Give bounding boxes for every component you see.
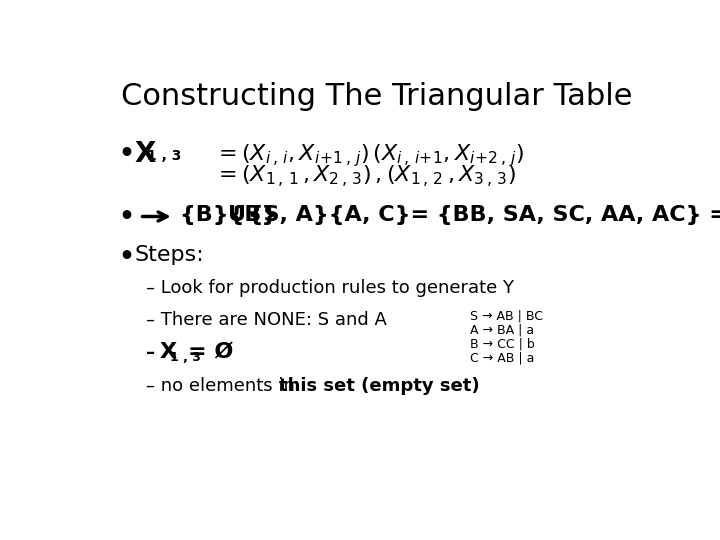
Text: S → AB | BC: S → AB | BC: [469, 309, 543, 323]
Text: $= (X_{1\,,\,1}\,,X_{2\,,\,3})\,,(X_{1\,,\,2}\,,X_{3\,,\,3})$: $= (X_{1\,,\,1}\,,X_{2\,,\,3})\,,(X_{1\,…: [214, 164, 516, 190]
Text: Steps:: Steps:: [135, 245, 204, 265]
Text: –: –: [145, 343, 161, 362]
Text: {S, A}{A, C}= {BB, SA, SC, AA, AC} = Y: {S, A}{A, C}= {BB, SA, SC, AA, AC} = Y: [240, 205, 720, 225]
Text: X: X: [160, 342, 177, 362]
Text: B → CC | b: B → CC | b: [469, 338, 534, 350]
Text: 1 , 3: 1 , 3: [148, 150, 181, 164]
Text: $= (X_{i\,,\,i},X_{i\!+\!1\,,\,j})\,(X_{i\,,\,i\!+\!1},X_{i\!+\!2\,,\,j})$: $= (X_{i\,,\,i},X_{i\!+\!1\,,\,j})\,(X_{…: [214, 142, 525, 168]
Text: A → BA | a: A → BA | a: [469, 323, 534, 336]
Text: Constructing The Triangular Table: Constructing The Triangular Table: [121, 82, 632, 111]
Text: X: X: [135, 140, 156, 168]
Text: •: •: [118, 142, 134, 166]
Text: this set (empty set): this set (empty set): [279, 377, 480, 395]
Text: – Look for production rules to generate Y: – Look for production rules to generate …: [145, 279, 514, 297]
Text: = Ø: = Ø: [188, 342, 233, 362]
Text: U: U: [228, 205, 246, 225]
Text: •: •: [118, 205, 134, 229]
Text: – no elements in: – no elements in: [145, 377, 300, 395]
Text: •: •: [118, 245, 134, 269]
Text: {B}{B}: {B}{B}: [180, 205, 285, 225]
Text: 1 , 3: 1 , 3: [170, 351, 201, 364]
Text: C → AB | a: C → AB | a: [469, 351, 534, 364]
Text: – There are NONE: S and A: – There are NONE: S and A: [145, 311, 387, 329]
